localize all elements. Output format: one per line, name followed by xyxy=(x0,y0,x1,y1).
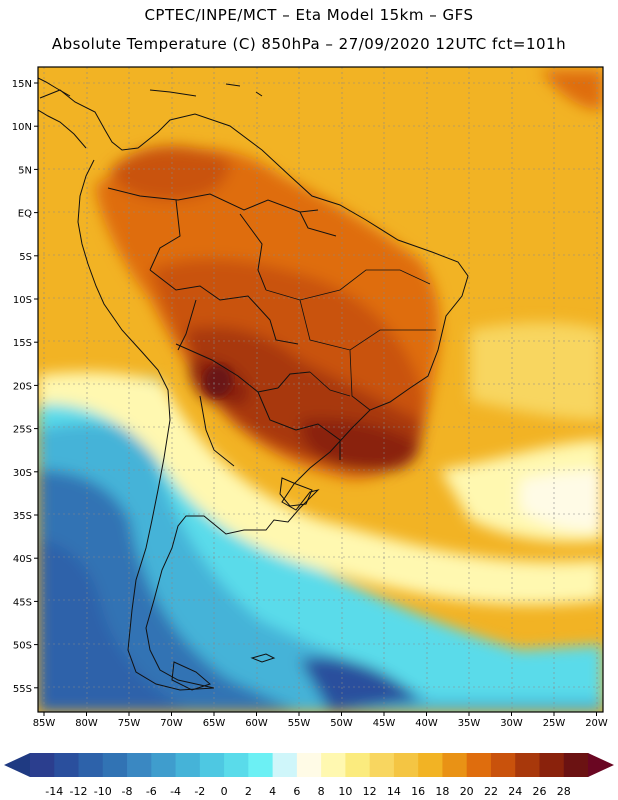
lon-label: 70W xyxy=(160,718,183,729)
colorbar-label: 0 xyxy=(221,785,228,798)
lat-label: 10S xyxy=(13,295,32,306)
colorbar-swatch xyxy=(296,753,322,777)
lon-label: 55W xyxy=(288,718,311,729)
colorbar-swatch xyxy=(466,753,492,777)
lat-label: 15N xyxy=(12,79,32,90)
lat-label: 45S xyxy=(13,597,32,608)
lon-label: 65W xyxy=(203,718,226,729)
lon-label: 75W xyxy=(118,718,141,729)
colorbar-arrow-low xyxy=(4,753,30,777)
south-america-coastline xyxy=(39,89,469,691)
colorbar-label: -4 xyxy=(170,785,181,798)
lon-label: 35W xyxy=(458,718,481,729)
colorbar-swatch xyxy=(272,753,298,777)
lat-label: 50S xyxy=(13,641,32,652)
chart-title-line1: CPTEC/INPE/MCT – Eta Model 15km – GFS xyxy=(144,6,474,24)
colorbar-arrow-high xyxy=(588,753,614,777)
caribbean-islands xyxy=(149,83,263,97)
colorbar-label: 16 xyxy=(411,785,425,798)
colorbar-swatch xyxy=(102,753,128,777)
colorbar-swatch xyxy=(539,753,565,777)
colorbar-label: 26 xyxy=(532,785,546,798)
colorbar-label: 20 xyxy=(460,785,474,798)
colorbar-label: 6 xyxy=(293,785,300,798)
lon-label: 40W xyxy=(415,718,438,729)
falkland-islands xyxy=(250,653,276,663)
colorbar-label: 28 xyxy=(557,785,571,798)
colorbar-swatch xyxy=(442,753,468,777)
lat-label: 5S xyxy=(19,252,32,263)
map-frame xyxy=(37,66,604,713)
colorbar-label: 14 xyxy=(387,785,401,798)
colorbar-label: 10 xyxy=(338,785,352,798)
chart-title-line2: Absolute Temperature (C) 850hPa – 27/09/… xyxy=(51,35,567,53)
lat-label: 10N xyxy=(12,122,32,133)
colorbar-label: 2 xyxy=(245,785,252,798)
lat-label: 35S xyxy=(13,511,32,522)
colorbar-label: 4 xyxy=(269,785,276,798)
tierra-del-fuego xyxy=(171,661,211,691)
colorbar-label: -14 xyxy=(45,785,63,798)
colorbar-swatch xyxy=(248,753,274,777)
colorbar-label: -2 xyxy=(194,785,205,798)
colorbar-label: -10 xyxy=(94,785,112,798)
colorbar: -14 -12 -10 -8 -6 -4 -2 0 2 4 6 8 10 12 14 16 18 20 22 24 26… xyxy=(4,753,614,798)
colorbar-swatch xyxy=(515,753,540,777)
colorbar-swatch xyxy=(563,753,589,777)
state-borders xyxy=(265,269,436,411)
colorbar-swatch xyxy=(199,753,225,777)
colorbar-swatch xyxy=(490,753,516,777)
colorbar-swatch xyxy=(30,753,55,777)
lon-label: 45W xyxy=(373,718,396,729)
lat-label: 40S xyxy=(13,554,32,565)
colorbar-label: -8 xyxy=(122,785,133,798)
country-borders xyxy=(107,187,341,467)
colorbar-label: -6 xyxy=(146,785,157,798)
colorbar-swatch xyxy=(369,753,395,777)
lon-label: 20W xyxy=(585,718,608,729)
lat-label: 55S xyxy=(13,684,32,695)
colorbar-swatch xyxy=(224,753,249,777)
colorbar-swatch xyxy=(78,753,104,777)
lat-label: 5N xyxy=(18,165,32,176)
colorbar-swatch xyxy=(418,753,443,777)
latitude-labels: 15N 10N 5N EQ 5S 10S 15S 20S 25S 30S 35S 40S 45S 50S 5… xyxy=(12,79,38,695)
lat-label: 20S xyxy=(13,381,32,392)
colorbar-label: 18 xyxy=(435,785,449,798)
colorbar-label: 24 xyxy=(508,785,522,798)
lat-label: 15S xyxy=(13,338,32,349)
lat-label: 30S xyxy=(13,468,32,479)
lat-label: EQ xyxy=(18,209,32,220)
lon-label: 50W xyxy=(330,718,353,729)
lat-label: 25S xyxy=(13,425,32,436)
colorbar-label: 22 xyxy=(484,785,498,798)
colorbar-swatch xyxy=(151,753,177,777)
colorbar-swatch xyxy=(54,753,80,777)
colorbar-label: 12 xyxy=(363,785,377,798)
lon-label: 25W xyxy=(543,718,566,729)
colorbar-label: -12 xyxy=(70,785,88,798)
central-america-coastline xyxy=(38,77,87,149)
lon-label: 30W xyxy=(500,718,523,729)
colorbar-swatch xyxy=(321,753,346,777)
colorbar-swatch xyxy=(393,753,419,777)
colorbar-label: 8 xyxy=(318,785,325,798)
grid-lines xyxy=(38,67,603,712)
colorbar-swatch xyxy=(127,753,152,777)
temperature-field xyxy=(38,67,603,712)
coastlines-and-borders xyxy=(38,77,469,691)
longitude-labels: 85W 80W 75W 70W 65W 60W 55W 50W 45W 40W 35W 30W 25W 2… xyxy=(33,712,608,729)
lon-label: 85W xyxy=(33,718,56,729)
colorbar-swatch xyxy=(175,753,201,777)
lagoon-patos xyxy=(279,477,313,507)
lon-label: 80W xyxy=(75,718,98,729)
colorbar-swatch xyxy=(345,753,371,777)
lon-label: 60W xyxy=(245,718,268,729)
